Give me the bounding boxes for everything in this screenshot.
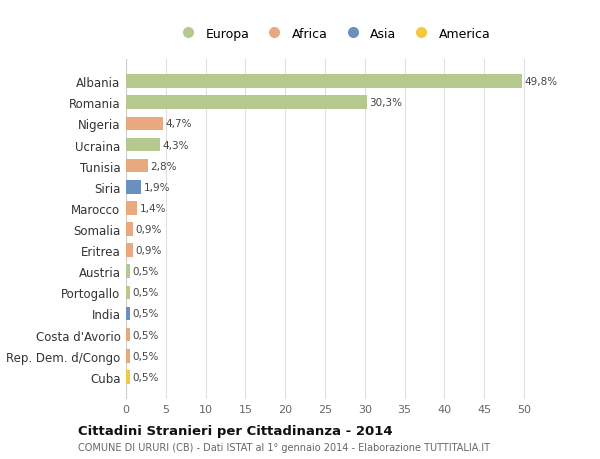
Bar	[126, 180, 141, 194]
Bar	[126, 138, 160, 152]
Bar	[126, 202, 137, 215]
Text: 0,5%: 0,5%	[133, 309, 159, 319]
Text: 0,5%: 0,5%	[133, 351, 159, 361]
Bar	[126, 349, 130, 363]
Bar	[126, 223, 133, 236]
Text: 4,7%: 4,7%	[166, 119, 193, 129]
Bar	[126, 117, 163, 131]
Text: 0,9%: 0,9%	[136, 246, 162, 256]
Bar	[126, 244, 133, 257]
Bar	[126, 96, 367, 110]
Bar	[126, 307, 130, 321]
Bar	[126, 328, 130, 342]
Text: 1,9%: 1,9%	[143, 182, 170, 192]
Bar	[126, 265, 130, 279]
Text: Cittadini Stranieri per Cittadinanza - 2014: Cittadini Stranieri per Cittadinanza - 2…	[78, 424, 392, 437]
Text: 0,5%: 0,5%	[133, 288, 159, 298]
Text: 0,5%: 0,5%	[133, 330, 159, 340]
Text: 30,3%: 30,3%	[370, 98, 403, 108]
Text: COMUNE DI URURI (CB) - Dati ISTAT al 1° gennaio 2014 - Elaborazione TUTTITALIA.I: COMUNE DI URURI (CB) - Dati ISTAT al 1° …	[78, 442, 490, 452]
Text: 2,8%: 2,8%	[151, 161, 177, 171]
Text: 4,3%: 4,3%	[163, 140, 189, 150]
Text: 0,5%: 0,5%	[133, 267, 159, 277]
Text: 0,5%: 0,5%	[133, 372, 159, 382]
Text: 0,9%: 0,9%	[136, 224, 162, 235]
Text: 1,4%: 1,4%	[140, 203, 166, 213]
Bar	[126, 75, 523, 89]
Bar	[126, 286, 130, 300]
Bar	[126, 370, 130, 384]
Text: 49,8%: 49,8%	[525, 77, 558, 87]
Bar	[126, 159, 148, 173]
Legend: Europa, Africa, Asia, America: Europa, Africa, Asia, America	[173, 25, 493, 43]
